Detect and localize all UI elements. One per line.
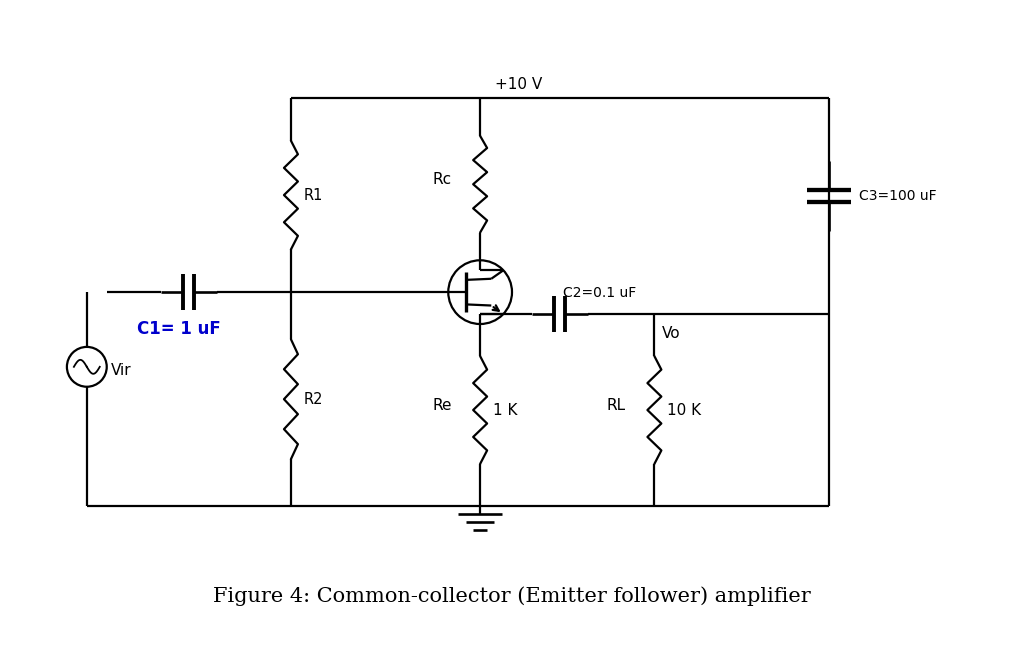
- Text: Re: Re: [432, 398, 452, 413]
- Text: 10 K: 10 K: [668, 402, 701, 417]
- Text: Vir: Vir: [111, 363, 131, 378]
- Text: +10 V: +10 V: [495, 77, 543, 92]
- Text: C3=100 uF: C3=100 uF: [858, 189, 936, 203]
- Text: R2: R2: [304, 392, 324, 407]
- Text: R1: R1: [304, 188, 324, 203]
- Text: C1= 1 uF: C1= 1 uF: [137, 320, 221, 338]
- Text: Rc: Rc: [432, 171, 452, 186]
- Text: 1 K: 1 K: [494, 402, 517, 417]
- Text: C2=0.1 uF: C2=0.1 uF: [563, 286, 636, 300]
- Text: RL: RL: [606, 398, 626, 413]
- Text: Figure 4: Common-collector (Emitter follower) amplifier: Figure 4: Common-collector (Emitter foll…: [213, 586, 811, 606]
- Text: Vo: Vo: [663, 326, 681, 341]
